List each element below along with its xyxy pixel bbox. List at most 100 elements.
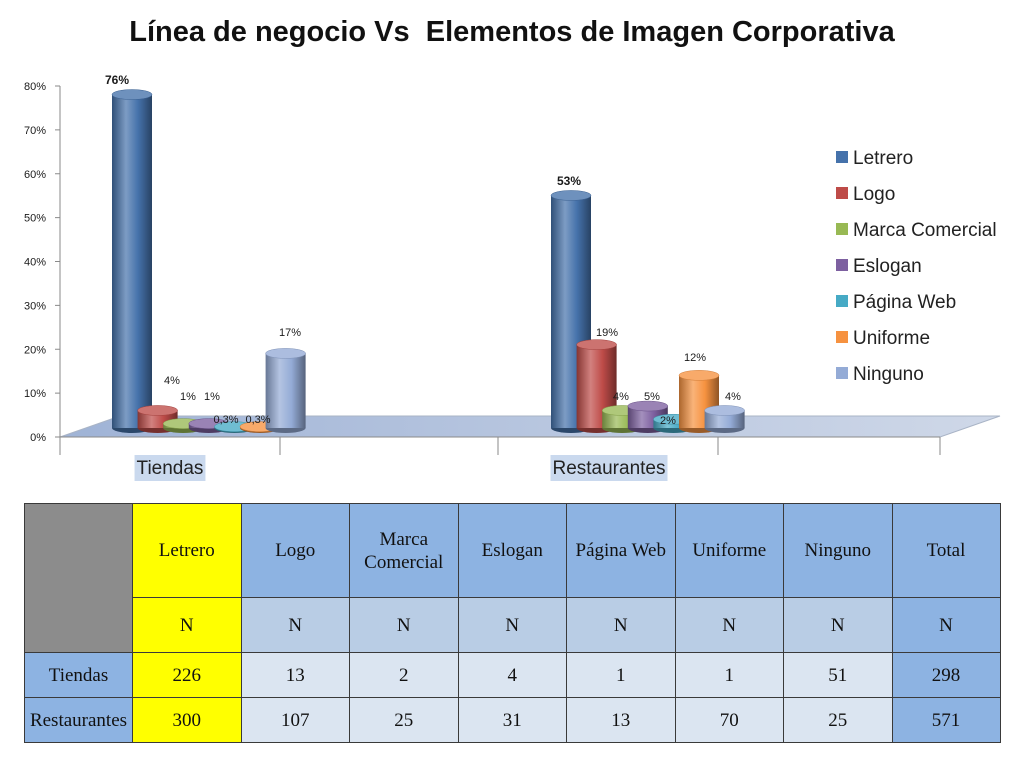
data-label-ninguno-restaurantes: 4% <box>725 391 741 403</box>
table-cell: 1 <box>674 652 784 698</box>
data-label-marca-comercial-tiendas: 1% <box>180 391 196 403</box>
table-header-cell: Ninguno <box>783 503 893 598</box>
table-corner-cell <box>24 503 133 653</box>
data-label-ninguno-tiendas: 17% <box>279 327 301 339</box>
legend-item-marca-comercial: Marca Comercial <box>836 220 997 241</box>
table-subheader-cell: N <box>783 597 893 653</box>
legend-item-ninguno: Ninguno <box>836 364 924 385</box>
legend-label: Página Web <box>853 292 956 313</box>
table-subheader-cell: N <box>891 597 1001 653</box>
table-header-cell: Marca Comercial <box>349 503 459 598</box>
table-cell: 31 <box>457 697 567 743</box>
legend-swatch <box>836 151 848 163</box>
legend-label: Marca Comercial <box>853 220 997 241</box>
table-header-cell: Logo <box>240 503 350 598</box>
table-subheader-cell: N <box>674 597 784 653</box>
legend-label: Eslogan <box>853 256 922 277</box>
table-cell: 51 <box>783 652 893 698</box>
table-total-cell: 571 <box>891 697 1001 743</box>
table-cell: 70 <box>674 697 784 743</box>
legend-item-eslogan: Eslogan <box>836 256 922 277</box>
table-cell: 1 <box>566 652 676 698</box>
chart-category-labels: Tiendas Restaurantes <box>134 455 668 481</box>
chart-legend: Letrero Logo Marca Comercial Eslogan Página … <box>836 148 997 385</box>
data-label-eslogan-tiendas: 1% <box>204 391 220 403</box>
y-tick-label: 40% <box>24 257 46 269</box>
chart: 0%10%20%30%40%50%60%70%80% 76%4%1% 1%0,3%… <box>24 73 1001 481</box>
data-label-pagina-web-restaurantes: 2% <box>660 415 676 427</box>
table-subheader-row: N N N N N N N N <box>25 597 1001 653</box>
y-tick-label: 50% <box>24 213 46 225</box>
table-cell: 13 <box>566 697 676 743</box>
legend-label: Letrero <box>853 148 913 169</box>
table-cell: 2 <box>349 652 459 698</box>
data-label-logo-tiendas: 4% <box>164 375 180 387</box>
table-total-cell: 298 <box>891 652 1001 698</box>
data-label-pagina-web-tiendas: 0,3% <box>213 414 238 426</box>
legend-swatch <box>836 223 848 235</box>
legend-swatch <box>836 259 848 271</box>
table-subheader-cell: N <box>566 597 676 653</box>
table-header-cell: Letrero <box>132 503 242 598</box>
table-cell: 107 <box>240 697 350 743</box>
table-cell: 226 <box>132 652 242 698</box>
table-row-label: Restaurantes <box>24 697 133 743</box>
y-tick-label: 0% <box>30 432 46 444</box>
chart-data-labels: 76%4%1% 1%0,3% 0,3%17%53%19%4% 5%2%12%4% <box>105 73 741 427</box>
table-header-cell: Uniforme <box>674 503 784 598</box>
data-label-eslogan-restaurantes: 5% <box>644 391 660 403</box>
category-label-text: Restaurantes <box>552 458 665 479</box>
y-tick-label: 30% <box>24 300 46 312</box>
category-label-text: Tiendas <box>137 458 204 479</box>
y-tick-label: 80% <box>24 81 46 93</box>
legend-label: Uniforme <box>853 328 930 349</box>
bar-letrero-tiendas <box>111 89 153 433</box>
chart-axes: 0% 10% 20% 30% 40% 50% 60% 70% 80% <box>24 81 941 455</box>
table-row: Tiendas 226 13 2 4 1 1 51 298 <box>24 652 1001 698</box>
table-cell: 4 <box>457 652 567 698</box>
table-subheader-cell: N <box>132 597 242 653</box>
legend-swatch <box>836 367 848 379</box>
data-table: Letrero Logo Marca Comercial Eslogan Pág… <box>24 503 1001 743</box>
legend-swatch <box>836 187 848 199</box>
table-row-label: Tiendas <box>24 652 133 698</box>
bar-ninguno-restaurantes <box>704 405 745 433</box>
data-label-letrero-tiendas: 76% <box>105 73 129 87</box>
legend-item-logo: Logo <box>836 184 895 205</box>
table-cell: 13 <box>240 652 350 698</box>
legend-label: Logo <box>853 184 895 205</box>
table-header-cell: Total <box>891 503 1001 598</box>
y-tick-label: 70% <box>24 125 46 137</box>
category-label-background <box>134 455 206 481</box>
bar-ninguno-tiendas <box>265 348 306 433</box>
legend-swatch <box>836 331 848 343</box>
table-subheader-cell: N <box>457 597 567 653</box>
chart-bars <box>111 89 745 433</box>
category-label-restaurantes: Restaurantes <box>550 455 668 481</box>
table-subheader-cell: N <box>349 597 459 653</box>
legend-item-letrero: Letrero <box>836 148 913 169</box>
table-cell: 25 <box>349 697 459 743</box>
y-tick-label: 10% <box>24 388 46 400</box>
data-label-letrero-restaurantes: 53% <box>557 174 581 188</box>
legend-item-pagina-web: Página Web <box>836 292 956 313</box>
table-header-row: Letrero Logo Marca Comercial Eslogan Pág… <box>24 503 1001 653</box>
legend-item-uniforme: Uniforme <box>836 328 930 349</box>
data-label-uniforme-tiendas: 0,3% <box>245 414 270 426</box>
category-label-tiendas: Tiendas <box>134 455 206 481</box>
data-label-marca-comercial-restaurantes: 4% <box>613 391 629 403</box>
table-subheader-cell: N <box>240 597 350 653</box>
table-cell: 300 <box>132 697 242 743</box>
table-header-cell: Página Web <box>566 503 676 598</box>
table-header-cell: Eslogan <box>457 503 567 598</box>
table-row: Restaurantes 300 107 25 31 13 70 25 571 <box>24 697 1001 743</box>
data-label-uniforme-restaurantes: 12% <box>684 352 706 364</box>
legend-swatch <box>836 295 848 307</box>
legend-label: Ninguno <box>853 364 924 385</box>
chart-title: Línea de negocio Vs Elementos de Imagen … <box>129 16 895 48</box>
data-label-logo-restaurantes: 19% <box>596 327 618 339</box>
category-label-background <box>550 455 668 481</box>
y-tick-label: 60% <box>24 169 46 181</box>
y-tick-label: 20% <box>24 344 46 356</box>
table-cell: 25 <box>783 697 893 743</box>
